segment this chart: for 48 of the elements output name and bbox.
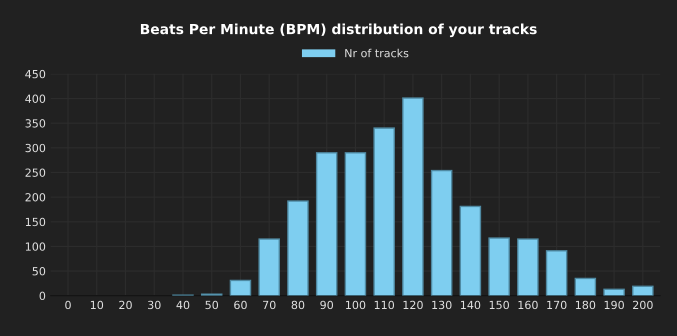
x-tick-label: 120 [404, 300, 423, 310]
y-tick-label: 250 [26, 168, 46, 177]
x-tick-label: 200 [633, 300, 653, 310]
bar [517, 238, 539, 296]
bar [316, 152, 338, 296]
x-tick-label: 110 [374, 300, 394, 310]
bar [546, 250, 568, 296]
x-tick-label: 130 [432, 300, 452, 310]
bar [373, 127, 395, 296]
bar [402, 97, 424, 296]
x-tick-label: 170 [547, 300, 566, 310]
x-tick-label: 100 [346, 300, 366, 310]
y-tick-label: 350 [26, 119, 46, 128]
bar [574, 278, 596, 296]
x-tick-label: 20 [119, 300, 132, 310]
bar [460, 206, 482, 296]
bar [230, 280, 252, 296]
bar [632, 286, 654, 296]
x-tick-label: 70 [263, 300, 276, 310]
x-tick-label: 160 [518, 300, 538, 310]
bar [603, 288, 625, 296]
y-tick-label: 50 [32, 267, 46, 276]
x-tick-label: 180 [576, 300, 596, 310]
x-tick-label: 40 [176, 300, 190, 310]
y-tick-label: 150 [26, 218, 46, 226]
y-tick-label: 300 [26, 144, 46, 152]
x-tick-label: 150 [490, 300, 509, 310]
x-tick-label: 80 [292, 300, 304, 310]
y-tick-label: 0 [40, 292, 46, 300]
x-tick-label: 190 [604, 300, 624, 310]
x-tick-label: 30 [148, 300, 161, 310]
bar [430, 170, 452, 296]
chart-title: Beats Per Minute (BPM) distribution of your tracks [140, 24, 537, 38]
bar [488, 237, 510, 296]
x-tick-label: 90 [320, 300, 334, 310]
y-tick-label: 450 [25, 70, 46, 78]
bar [287, 200, 309, 296]
y-tick-label: 100 [26, 242, 46, 251]
x-tick-label: 10 [90, 300, 104, 310]
x-tick-label: 0 [65, 300, 71, 310]
x-tick-label: 50 [206, 300, 218, 310]
bar [344, 152, 366, 296]
x-tick-label: 60 [234, 300, 247, 310]
y-tick-label: 200 [26, 193, 46, 202]
legend-label: Nr of tracks [345, 48, 408, 58]
x-tick-label: 140 [461, 300, 480, 310]
bar [258, 238, 280, 296]
y-tick-label: 400 [25, 94, 46, 103]
